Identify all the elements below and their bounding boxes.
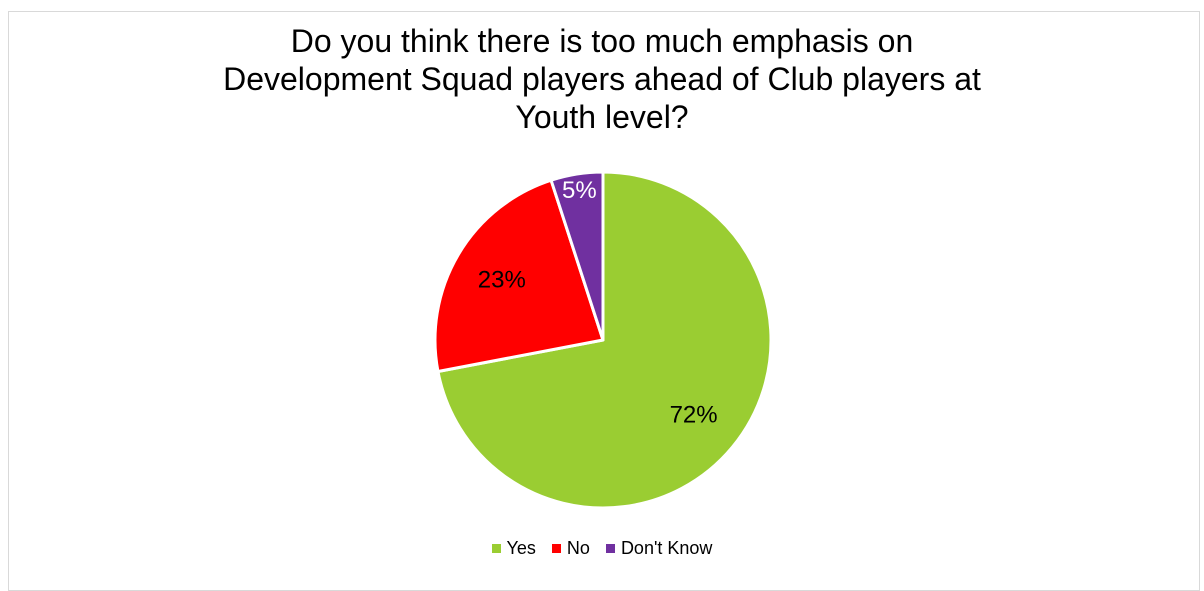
chart-title-line-2: Development Squad players ahead of Club … (223, 61, 981, 97)
data-label-dont-know: 5% (562, 177, 597, 204)
chart-title-line-1: Do you think there is too much emphasis … (290, 23, 914, 59)
legend-label-yes: Yes (506, 538, 536, 558)
data-label-yes: 72% (670, 401, 718, 428)
legend-label-dont-know: Don't Know (620, 538, 713, 558)
legend-item-no: No (551, 538, 590, 559)
data-label-no: 23% (478, 267, 526, 294)
pie-slice-dont-know (549, 170, 605, 342)
legend-swatch-no (551, 544, 561, 553)
chart-title-line-3: Youth level? (515, 99, 689, 135)
legend-swatch-dont-know (605, 544, 615, 553)
legend-label-no: No (566, 538, 590, 558)
legend: Yes No Don't Know (0, 538, 1204, 559)
chart-title: Do you think there is too much emphasis … (0, 22, 1204, 136)
legend-item-dont-know: Don't Know (605, 538, 713, 559)
legend-item-yes: Yes (491, 538, 536, 559)
legend-swatch-yes (491, 544, 501, 553)
pie-slice-no (433, 178, 605, 373)
